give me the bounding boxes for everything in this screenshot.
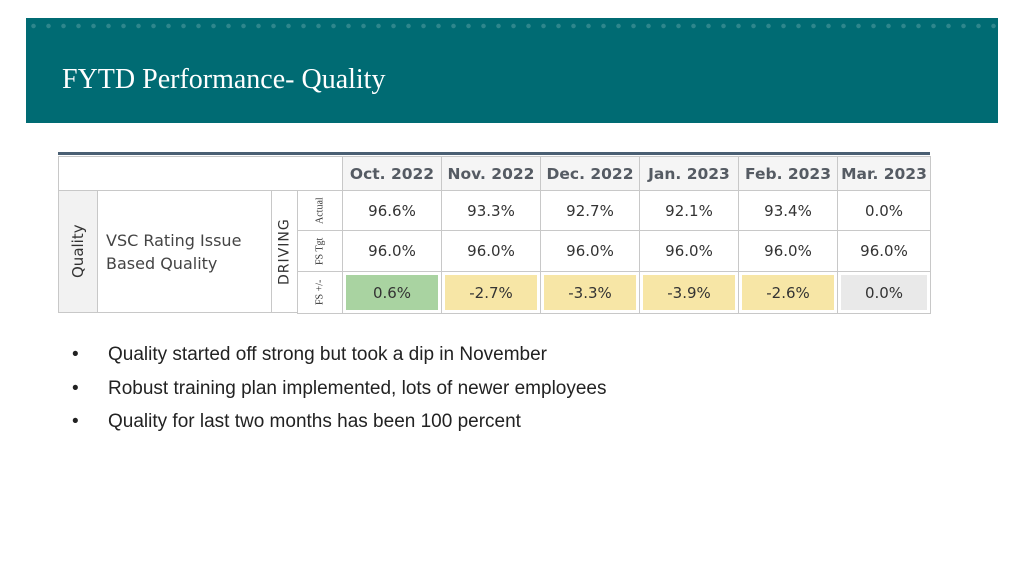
table-cell: 93.4% — [738, 190, 838, 231]
column-header: Oct. 2022 — [342, 156, 442, 191]
column-header: Feb. 2023 — [738, 156, 838, 191]
bullet: • Robust training plan implemented, lots … — [72, 378, 607, 399]
table-cell: 92.7% — [540, 190, 640, 231]
table-cell: 96.0% — [738, 230, 838, 272]
row-label: FS +/- — [297, 271, 343, 314]
row-label: Actual — [297, 190, 343, 231]
table-cell: 96.0% — [639, 230, 739, 272]
table-cell: 96.0% — [342, 230, 442, 272]
table-cell: 92.1% — [639, 190, 739, 231]
column-header: Mar. 2023 — [837, 156, 931, 191]
slide-title: FYTD Performance- Quality — [62, 64, 386, 95]
bullet-text: Quality started off strong but took a di… — [108, 344, 547, 365]
metric-label: VSC Rating Issue Based Quality — [97, 190, 272, 313]
group-label: DRIVING — [271, 190, 298, 313]
bullet: • Quality for last two months has been 10… — [72, 411, 521, 432]
table-cell: 93.3% — [441, 190, 541, 231]
table-cell: -3.9% — [639, 271, 739, 314]
category-label: Quality — [58, 190, 98, 313]
table-cell: -2.7% — [441, 271, 541, 314]
table-cell: 0.0% — [837, 190, 931, 231]
bullet-text: Robust training plan implemented, lots o… — [108, 378, 607, 399]
table-cell: -2.6% — [738, 271, 838, 314]
table-cell: 96.0% — [837, 230, 931, 272]
table-cell: 96.0% — [441, 230, 541, 272]
row-label: FS Tgt — [297, 230, 343, 272]
header-blank — [58, 156, 343, 191]
table-cell: -3.3% — [540, 271, 640, 314]
header-band — [26, 18, 998, 123]
bullet: • Quality started off strong but took a d… — [72, 344, 547, 365]
column-header: Dec. 2022 — [540, 156, 640, 191]
table-cell: 96.6% — [342, 190, 442, 231]
table-cell: 96.0% — [540, 230, 640, 272]
table-cell: 0.6% — [342, 271, 442, 314]
column-header: Jan. 2023 — [639, 156, 739, 191]
table-top-rule — [58, 152, 930, 155]
column-header: Nov. 2022 — [441, 156, 541, 191]
bullet-text: Quality for last two months has been 100… — [108, 411, 521, 432]
table-cell: 0.0% — [837, 271, 931, 314]
